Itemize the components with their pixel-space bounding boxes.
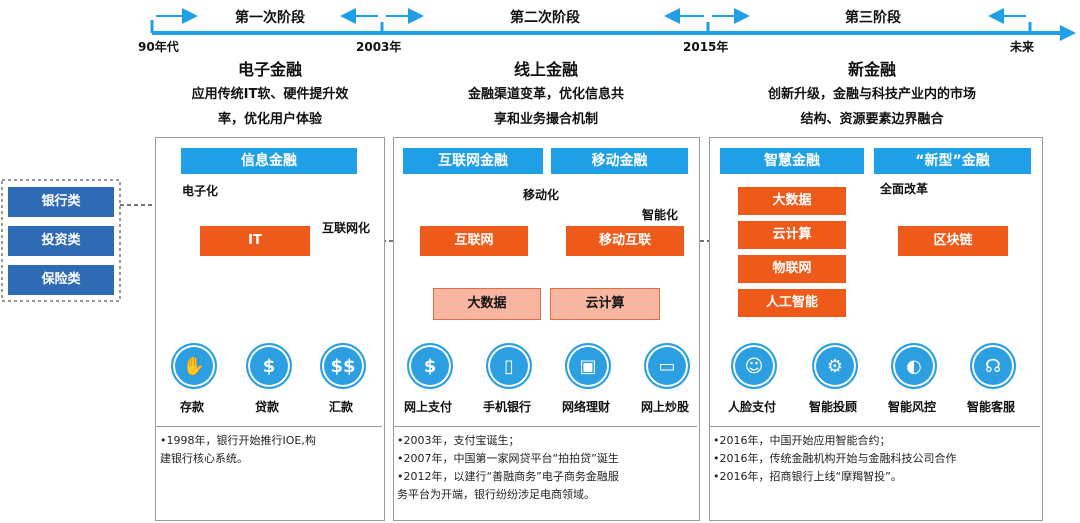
notes-new: •2016年，中国开始应用智能合约； •2016年，传统金融机构开始与金融科技公… xyxy=(713,432,1039,486)
timeline-tick-2003: 2003年 xyxy=(356,40,402,54)
notes-electronic: •1998年，银行开始推行IOE,构 建银行核心系统。 xyxy=(160,432,380,468)
face-payment-icon: ☺ xyxy=(731,343,777,389)
mobile-banking-icon: ▯ xyxy=(486,343,532,389)
panel-online xyxy=(393,137,700,521)
subtitle-line: 创新升级，金融与科技产业内的市场 xyxy=(767,87,976,102)
note-line: •2016年，中国开始应用智能合约； xyxy=(713,434,891,447)
header-internet-finance: 互联网金融 xyxy=(403,148,543,174)
timeline-stage-3: 第三阶段 xyxy=(845,10,901,26)
icon-label-online-payment: 网上支付 xyxy=(403,400,452,414)
node-cloud: 云计算 xyxy=(550,288,660,320)
note-line: 建银行核心系统。 xyxy=(160,452,248,465)
icon-label-smart-risk: 智能风控 xyxy=(887,400,936,414)
subtitle-line: 金融渠道变革，优化信息共 xyxy=(467,87,624,102)
node-stack-cloud: 云计算 xyxy=(738,221,846,249)
node-stack-iot: 物联网 xyxy=(738,255,846,283)
subtitle-line: 结构、资源要素边界融合 xyxy=(800,112,944,127)
online-payment-icon: $ xyxy=(407,343,453,389)
column-subtitle-electronic: 应用传统IT软、硬件提升效 率，优化用户体验 xyxy=(150,82,390,132)
node-big-data: 大数据 xyxy=(433,288,541,320)
notes-online: •2003年，支付宝诞生； •2007年，中国第一家网贷平台“拍拍贷”诞生 •2… xyxy=(397,432,697,504)
header-mobile-finance: 移动金融 xyxy=(551,148,688,174)
smart-advisor-icon: ⚙ xyxy=(812,343,858,389)
note-line: •2007年，中国第一家网贷平台“拍拍贷”诞生 xyxy=(397,452,619,465)
column-title-electronic: 电子金融 xyxy=(237,60,302,79)
icon-label-trading: 网上炒股 xyxy=(640,400,689,414)
wealth-management-icon: ▣ xyxy=(565,343,611,389)
icon-label-face-payment: 人脸支付 xyxy=(727,400,776,414)
category-insurance: 保险类 xyxy=(8,265,114,295)
note-line: 务平台为开端，银行纷纷涉足电商领域。 xyxy=(397,488,595,501)
subtitle-line: 率，优化用户体验 xyxy=(217,112,322,127)
node-blockchain: 区块链 xyxy=(898,226,1008,256)
subtitle-line: 应用传统IT软、硬件提升效 xyxy=(191,87,349,102)
node-stack-big-data: 大数据 xyxy=(738,187,846,215)
edge-label-internetify: 互联网化 xyxy=(322,221,371,235)
icon-label-loan: 贷款 xyxy=(254,400,279,414)
category-bank: 银行类 xyxy=(8,187,114,217)
subtitle-line: 享和业务撮合机制 xyxy=(493,112,598,127)
notes-divider xyxy=(394,426,697,427)
note-line: •2016年，传统金融机构开始与金融科技公司合作 xyxy=(713,452,957,465)
smart-risk-icon: ◐ xyxy=(891,343,937,389)
edge-label-intelligentize: 智能化 xyxy=(642,208,679,222)
panel-electronic xyxy=(155,137,385,521)
timeline-stage-1: 第一次阶段 xyxy=(235,10,305,26)
edge-label-mobilize: 移动化 xyxy=(523,188,560,202)
note-line: •1998年，银行开始推行IOE,构 xyxy=(160,434,316,447)
icon-label-smart-advisor: 智能投顾 xyxy=(808,400,857,414)
notes-divider xyxy=(710,426,1040,427)
notes-divider xyxy=(156,426,382,427)
smart-service-icon: ☊ xyxy=(970,343,1016,389)
icon-label-smart-service: 智能客服 xyxy=(966,400,1015,414)
note-line: •2016年，招商银行上线“摩羯智投”。 xyxy=(713,470,902,483)
header-info-finance: 信息金融 xyxy=(181,148,357,174)
timeline-stage-2: 第二次阶段 xyxy=(510,10,580,26)
edge-label-electronify: 电子化 xyxy=(182,184,219,198)
column-subtitle-new: 创新升级，金融与科技产业内的市场 结构、资源要素边界融合 xyxy=(722,82,1022,132)
category-investment: 投资类 xyxy=(8,226,114,256)
header-smart-finance: 智慧金融 xyxy=(720,148,864,174)
column-subtitle-online: 金融渠道变革，优化信息共 享和业务撮合机制 xyxy=(426,82,666,132)
remittance-icon: $$ xyxy=(320,343,366,389)
icon-label-mobile-banking: 手机银行 xyxy=(482,400,531,414)
icon-label-wealth: 网络理财 xyxy=(561,400,610,414)
timeline-tick-2015: 2015年 xyxy=(683,40,729,54)
column-title-online: 线上金融 xyxy=(513,60,578,79)
timeline-tick-90s: 90年代 xyxy=(138,40,179,54)
node-internet: 互联网 xyxy=(420,226,528,256)
deposit-icon: ✋ xyxy=(171,343,217,389)
edge-label-overhaul: 全面改革 xyxy=(880,182,929,196)
icon-label-deposit: 存款 xyxy=(179,400,204,414)
column-title-new: 新金融 xyxy=(847,60,896,79)
header-new-type-finance: “新型”金融 xyxy=(874,148,1031,174)
loan-bag-icon: $ xyxy=(246,343,292,389)
node-mobile-internet: 移动互联 xyxy=(566,226,684,256)
timeline-tick-future: 未来 xyxy=(1010,40,1035,54)
node-stack-ai: 人工智能 xyxy=(738,289,846,317)
note-line: •2012年，以建行“善融商务”电子商务金融服 xyxy=(397,470,619,483)
node-it: IT xyxy=(200,226,310,256)
timeline-axis xyxy=(150,8,1076,41)
icon-label-remittance: 汇款 xyxy=(328,400,353,414)
online-trading-icon: ▭ xyxy=(644,343,690,389)
note-line: •2003年，支付宝诞生； xyxy=(397,434,520,447)
